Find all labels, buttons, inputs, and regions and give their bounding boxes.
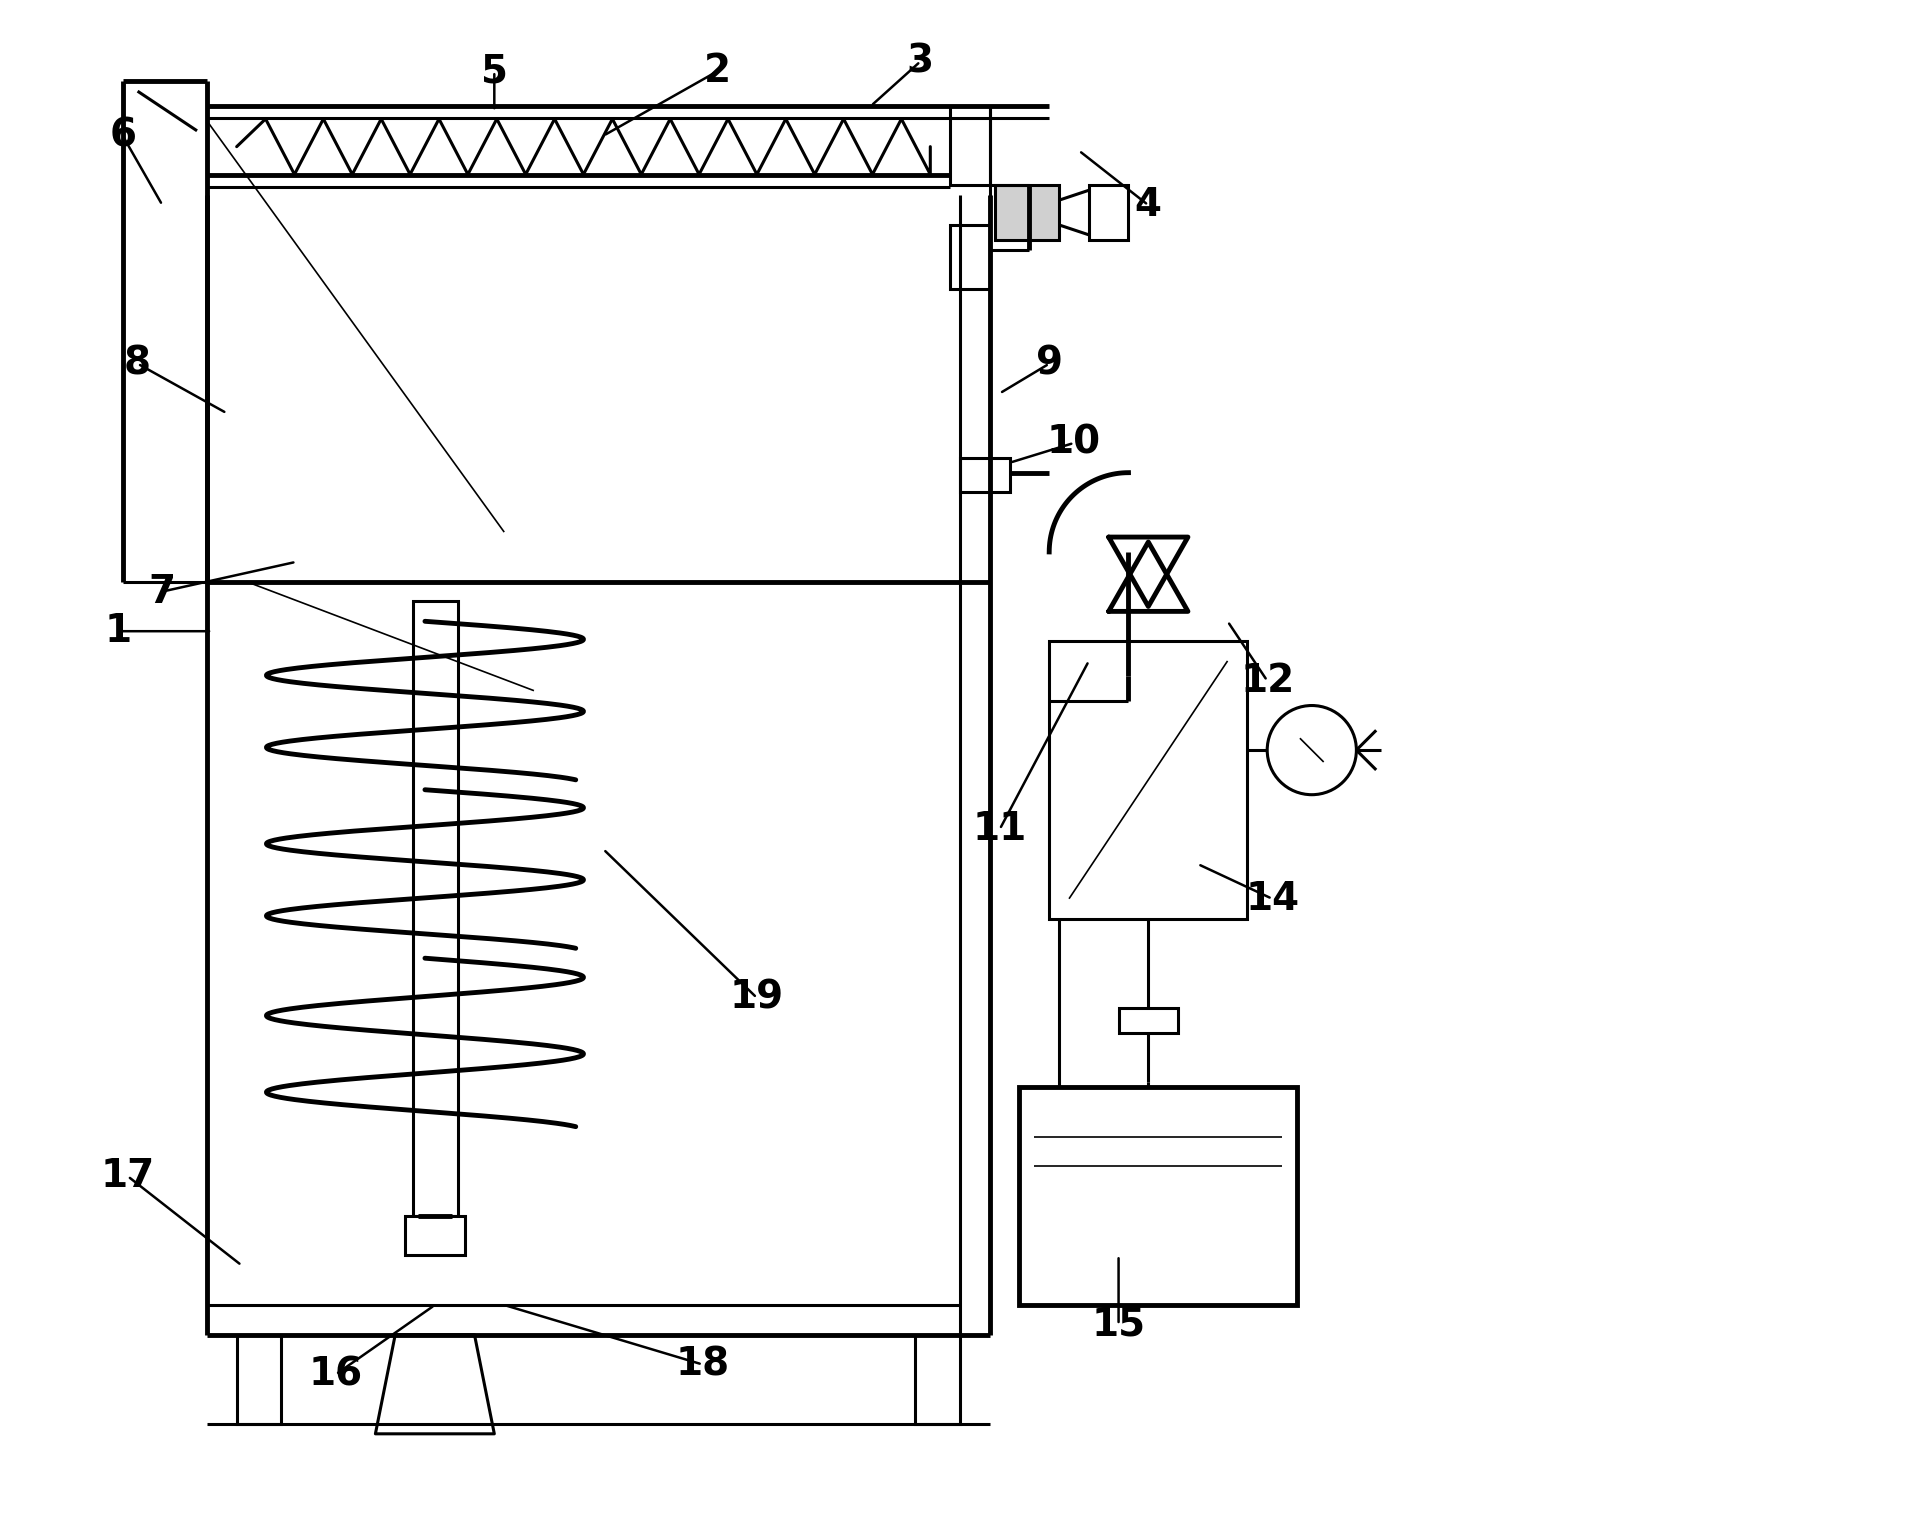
Text: 9: 9 bbox=[1036, 344, 1063, 383]
Bar bbox=[237, 1335, 281, 1423]
Bar bbox=[404, 1216, 464, 1256]
Text: 5: 5 bbox=[482, 52, 508, 90]
Bar bbox=[950, 107, 990, 186]
Text: 8: 8 bbox=[123, 344, 150, 383]
Bar bbox=[1019, 1087, 1296, 1305]
Bar bbox=[1050, 642, 1248, 919]
Text: 11: 11 bbox=[973, 811, 1027, 849]
Bar bbox=[1088, 186, 1129, 239]
Text: 7: 7 bbox=[148, 573, 175, 611]
Bar bbox=[950, 226, 990, 290]
Text: 1: 1 bbox=[104, 613, 131, 651]
Bar bbox=[412, 602, 458, 1216]
Bar bbox=[1119, 1007, 1179, 1033]
Text: 4: 4 bbox=[1134, 186, 1161, 224]
Text: 6: 6 bbox=[110, 117, 137, 155]
Text: 16: 16 bbox=[308, 1355, 362, 1393]
Text: 12: 12 bbox=[1240, 661, 1294, 700]
Bar bbox=[959, 457, 1009, 492]
Text: 18: 18 bbox=[676, 1346, 730, 1384]
Text: 10: 10 bbox=[1048, 424, 1102, 462]
Text: 15: 15 bbox=[1092, 1306, 1146, 1344]
Text: 17: 17 bbox=[100, 1157, 154, 1195]
Bar bbox=[915, 1335, 959, 1423]
Text: 19: 19 bbox=[730, 978, 784, 1017]
Bar bbox=[994, 186, 1059, 239]
Text: 2: 2 bbox=[703, 52, 730, 90]
Text: 3: 3 bbox=[907, 43, 934, 81]
Text: 14: 14 bbox=[1244, 879, 1300, 917]
